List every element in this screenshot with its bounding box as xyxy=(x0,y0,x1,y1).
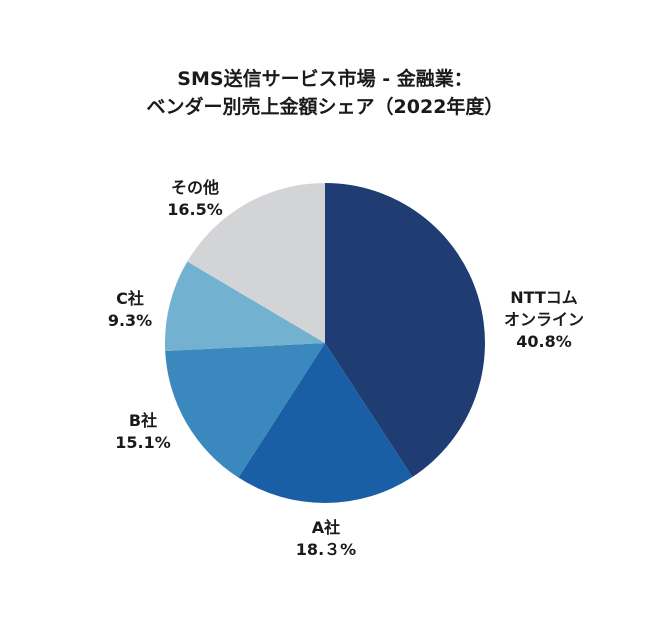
slice-label-other: その他 16.5% xyxy=(150,177,240,221)
slice-value-a-company: 18.３% xyxy=(295,540,357,559)
slice-label-ntt-com-online: NTTコム オンライン 40.8% xyxy=(484,287,604,353)
slice-name-ntt-com-line-2: オンライン xyxy=(503,310,584,329)
slice-label-b-company: B社 15.1% xyxy=(98,410,188,454)
chart-title-line-2: ベンダー別売上金額シェア（2022年度） xyxy=(146,96,504,118)
slice-name-c-company: C社 xyxy=(116,289,144,308)
slice-name-ntt-com-line-1: NTTコム xyxy=(510,288,578,307)
pie-slice-other xyxy=(187,183,325,343)
slice-value-other: 16.5% xyxy=(167,200,223,219)
pie-slice-ntt-com-online xyxy=(325,183,485,477)
pie-slice-a-company xyxy=(238,343,413,503)
slice-name-a-company: A社 xyxy=(311,518,341,537)
pie-slice-b-company xyxy=(165,343,325,478)
pie-slice-c-company xyxy=(164,261,325,352)
slice-value-ntt-com: 40.8% xyxy=(516,332,572,351)
slice-label-a-company: A社 18.３% xyxy=(276,517,376,561)
slice-name-b-company: B社 xyxy=(128,411,158,430)
slice-value-c-company: 9.3% xyxy=(107,311,153,330)
chart-title-line-1: SMS送信サービス市場 - 金融業： xyxy=(177,68,473,90)
slice-value-b-company: 15.1% xyxy=(115,433,171,452)
slice-label-c-company: C社 9.3% xyxy=(90,288,170,332)
slice-name-other: その他 xyxy=(170,178,219,197)
